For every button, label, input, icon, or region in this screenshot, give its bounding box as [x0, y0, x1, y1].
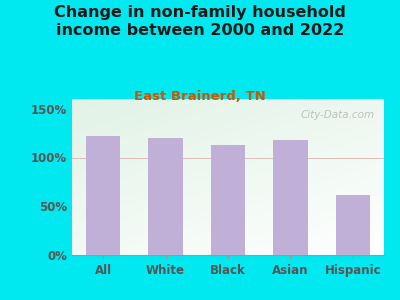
Bar [273, 140, 308, 255]
Text: City-Data.com: City-Data.com [300, 110, 375, 120]
Bar [148, 138, 183, 255]
Text: East Brainerd, TN: East Brainerd, TN [134, 90, 266, 103]
Bar [336, 194, 370, 255]
Text: Change in non-family household
income between 2000 and 2022: Change in non-family household income be… [54, 4, 346, 38]
Bar [211, 145, 245, 255]
Bar [86, 136, 120, 255]
